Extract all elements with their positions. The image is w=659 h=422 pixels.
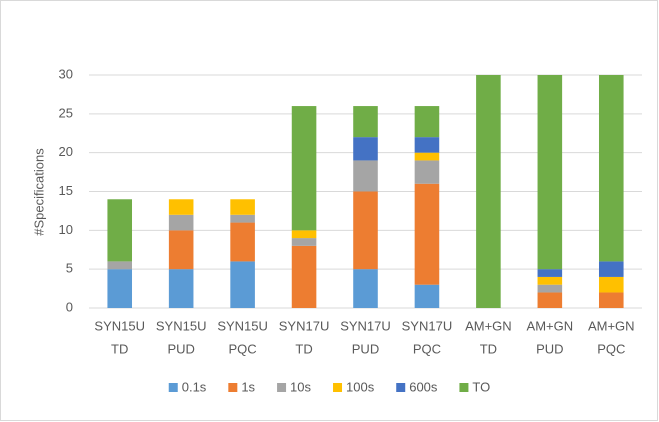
legend-swatch [228,383,238,392]
legend-label: TO [472,379,490,394]
bar-segment [353,191,378,270]
legend-swatch [396,383,406,392]
bar-segment [353,106,378,138]
bar-segment [476,75,501,308]
bar-segment [230,222,255,262]
x-tick-label: SYN17U [340,318,391,333]
bar-segment [537,284,563,293]
bar-segment [353,137,378,161]
y-tick-label: 15 [59,183,73,198]
bar-segment [414,106,440,138]
bar-segment [168,214,194,231]
bar-segment [537,276,563,285]
y-tick-label: 5 [66,261,73,276]
bar-segment [230,199,255,215]
x-tick-label: SYN17U [402,318,453,333]
bar-segment [598,276,624,293]
legend-swatch [168,383,178,392]
x-tick-label: PQC [229,341,257,356]
x-tick-label: PUD [167,341,194,356]
y-tick-label: 20 [59,144,73,159]
bar-segment [598,292,624,308]
x-tick-label: TD [111,341,128,356]
bar-segment [230,261,255,308]
y-tick-label: 25 [59,105,73,120]
bar-segment [537,75,563,270]
y-tick-label: 30 [59,66,73,81]
x-tick-label: SYN15U [156,318,207,333]
legend-label: 600s [409,379,438,394]
bar-segment [168,269,194,308]
x-tick-label: PQC [413,341,441,356]
bar-segment [230,214,255,223]
legend-label: 1s [241,379,255,394]
y-tick-label: 10 [59,222,73,237]
bar-segment [168,230,194,270]
legend-label: 0.1s [182,379,207,394]
bar-segment [598,75,624,262]
legend-swatch [277,383,287,392]
bar-segment [291,106,317,231]
x-tick-label: SYN15U [94,318,145,333]
x-tick-label: AM+GN [465,318,512,333]
x-tick-label: PUD [352,341,379,356]
bar-segment [168,199,194,215]
x-tick-label: TD [480,341,497,356]
bar-segment [107,199,133,262]
bar-segment [537,292,563,308]
y-axis-title: #Specifications [31,148,46,236]
bar-segment [537,269,563,277]
bar-segment [414,183,440,285]
bar-segment [291,238,317,246]
x-tick-label: AM+GN [588,318,635,333]
legend-label: 100s [346,379,375,394]
bar-segment [353,269,378,308]
y-tick-label: 0 [66,299,73,314]
x-tick-label: PUD [536,341,563,356]
x-tick-label: AM+GN [527,318,574,333]
x-tick-label: PQC [597,341,625,356]
bar-segment [414,152,440,161]
x-tick-label: SYN15U [217,318,268,333]
bar-segment [353,160,378,192]
legend-swatch [333,383,343,392]
legend-label: 10s [290,379,311,394]
bar-segment [107,269,133,308]
bar-segment [291,230,317,239]
bar-segment [414,137,440,153]
x-tick-label: TD [295,341,312,356]
bar-segment [598,261,624,277]
bar-segment [291,245,317,308]
bar-segment [414,284,440,308]
bar-segment [414,160,440,184]
x-tick-label: SYN17U [279,318,330,333]
bar-segment [107,261,133,270]
legend-swatch [459,383,469,392]
